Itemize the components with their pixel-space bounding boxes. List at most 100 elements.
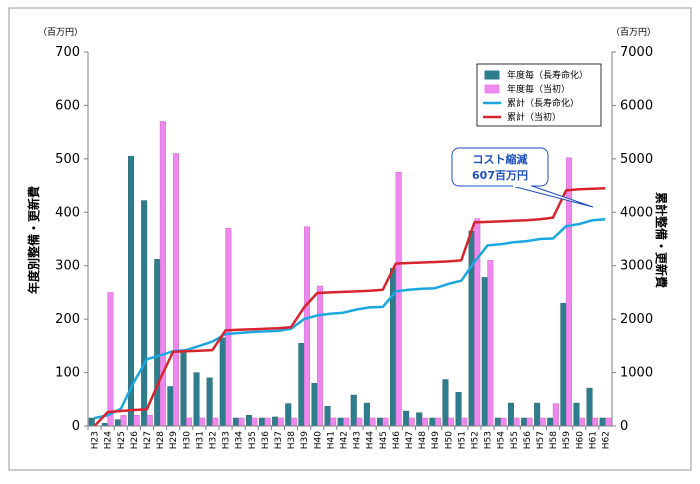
right-tick-label: 7000: [620, 45, 653, 60]
x-tick-label: H59: [562, 431, 572, 449]
x-tick-label: H27: [143, 431, 153, 449]
bar-lifespan-H60: [573, 402, 580, 427]
x-tick-label: H38: [287, 431, 297, 449]
legend: 年度毎（長寿命化） 年度毎（当初） 累計（長寿命化） 累計（当初）: [476, 63, 602, 127]
bar-lifespan-H25: [114, 419, 121, 427]
bar-lifespan-H44: [363, 402, 370, 427]
bar-lifespan-H34: [232, 417, 239, 427]
bar-lifespan-H29: [167, 386, 174, 427]
right-tick-label: 0: [620, 419, 628, 434]
bar-initial-H42: [343, 417, 350, 427]
bar-initial-H53: [487, 260, 494, 427]
bar-initial-H40: [317, 285, 324, 427]
x-tick-label: H58: [549, 431, 559, 449]
bar-lifespan-H61: [586, 387, 593, 427]
right-tick-label: 2000: [620, 312, 653, 327]
bar-initial-H27: [146, 415, 153, 427]
bar-initial-H36: [264, 417, 271, 427]
x-tick-label: H31: [195, 431, 205, 449]
x-tick-label: H51: [457, 431, 467, 449]
bar-initial-H37: [277, 417, 284, 427]
bar-lifespan-H42: [337, 417, 344, 427]
bar-initial-H34: [238, 417, 245, 427]
legend-entry: 累計（当初）: [507, 111, 561, 123]
bar-initial-H60: [579, 417, 586, 427]
x-tick-label: H37: [274, 431, 284, 449]
bar-initial-H29: [172, 153, 179, 427]
bar-lifespan-H57: [534, 402, 541, 427]
bar-initial-H43: [356, 417, 363, 427]
x-tick-label: H50: [444, 431, 454, 449]
left-axis-title: 年度別整備・更新費: [26, 186, 41, 294]
bar-lifespan-H33: [219, 337, 226, 427]
right-axis-unit: （百万円）: [611, 27, 656, 38]
bar-lifespan-H48: [416, 412, 423, 427]
bar-initial-H39: [303, 226, 310, 427]
bar-lifespan-H37: [272, 416, 279, 427]
left-tick-label: 600: [55, 98, 80, 113]
right-tick-label: 1000: [620, 366, 653, 381]
bar-lifespan-H55: [507, 402, 514, 427]
x-tick-label: H25: [117, 431, 127, 449]
right-tick-label: 6000: [620, 98, 653, 113]
bar-lifespan-H41: [324, 406, 331, 427]
bar-initial-H44: [369, 417, 376, 427]
left-tick-label: 700: [55, 45, 80, 60]
legend-entry: 年度毎（長寿命化）: [507, 69, 588, 81]
left-tick-label: 200: [55, 312, 80, 327]
x-tick-label: H55: [510, 431, 520, 449]
bar-lifespan-H49: [429, 417, 436, 427]
x-tick-label: H26: [130, 431, 140, 449]
bar-initial-H49: [434, 417, 441, 427]
line-cumulative-initial: [93, 186, 606, 427]
bar-initial-H48: [421, 417, 428, 427]
bar-lifespan-H47: [403, 410, 410, 427]
bar-lifespan-H43: [350, 394, 357, 427]
legend-swatch: [484, 84, 500, 94]
bar-initial-H45: [382, 417, 389, 427]
right-axis-title: 累計整備・更新費: [654, 192, 669, 288]
bar-lifespan-H54: [494, 417, 501, 427]
left-axis-unit: （百万円）: [38, 27, 83, 38]
bar-initial-H56: [526, 417, 533, 427]
x-tick-label: H36: [261, 431, 271, 449]
left-tick-label: 100: [55, 366, 80, 381]
x-tick-label: H56: [523, 431, 533, 449]
bar-initial-H58: [552, 403, 559, 427]
legend-entry: 累計（長寿命化）: [507, 97, 579, 109]
x-tick-label: H52: [470, 431, 480, 449]
left-tick-label: 400: [55, 205, 80, 220]
bar-initial-H52: [474, 218, 481, 427]
bar-lifespan-H30: [180, 351, 187, 427]
bar-initial-H38: [290, 417, 297, 427]
bar-lifespan-H51: [455, 392, 462, 427]
bar-lifespan-H39: [298, 342, 305, 427]
bar-initial-H61: [592, 417, 599, 427]
x-tick-label: H49: [431, 431, 441, 449]
tick-layer: 0100200300400500600700010002000300040005…: [55, 45, 653, 449]
x-tick-label: H24: [104, 431, 114, 449]
bar-initial-H25: [120, 415, 127, 427]
bar-lifespan-H32: [206, 377, 213, 427]
x-tick-label: H48: [418, 431, 428, 449]
bar-initial-H31: [199, 417, 206, 427]
x-tick-label: H46: [392, 431, 402, 449]
left-tick-label: 0: [72, 419, 80, 434]
callout-line1: コスト縮減: [473, 152, 528, 166]
bar-lifespan-H59: [560, 302, 567, 427]
bar-lifespan-H36: [259, 417, 266, 427]
bar-lifespan-H62: [599, 417, 606, 427]
bar-lifespan-H35: [245, 415, 252, 427]
bar-initial-H41: [330, 417, 337, 427]
x-tick-label: H34: [235, 431, 245, 449]
bar-lifespan-H58: [547, 417, 554, 427]
x-tick-label: H35: [248, 431, 258, 449]
legend-entry: 年度毎（当初）: [507, 83, 570, 95]
bar-lifespan-H40: [311, 383, 318, 427]
x-tick-label: H47: [405, 431, 415, 449]
bar-initial-H24: [107, 292, 114, 427]
x-tick-label: H29: [169, 431, 179, 449]
x-tick-label: H39: [300, 431, 310, 449]
bar-initial-H50: [448, 417, 455, 427]
